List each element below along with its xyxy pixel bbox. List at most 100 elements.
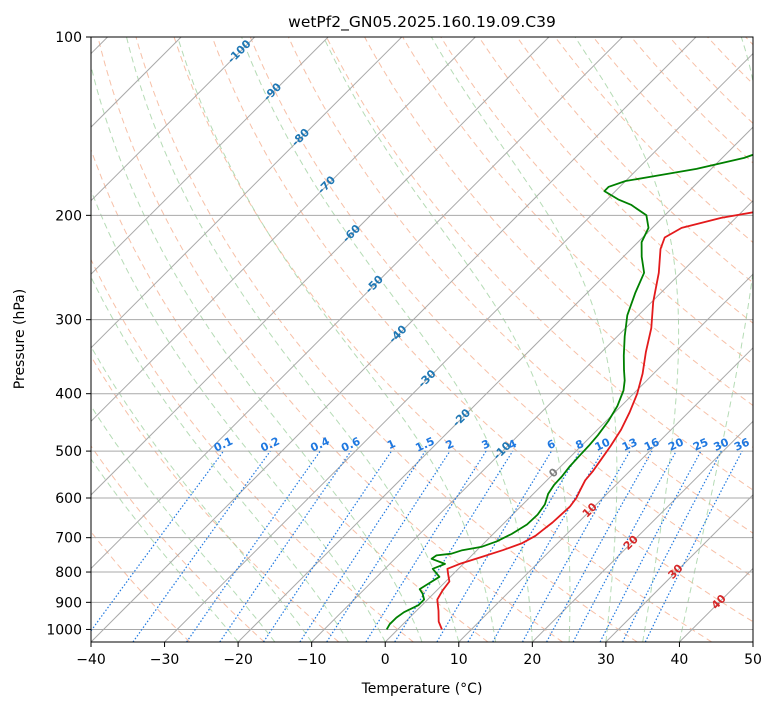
moist-adiabat — [430, 37, 618, 642]
dry-adiabat — [516, 37, 753, 284]
dry-adiabat — [592, 37, 753, 204]
mixing-ratio-label: 3 — [480, 437, 492, 452]
isotherm — [311, 199, 753, 642]
y-axis-label: Pressure (hPa) — [12, 289, 28, 389]
isotherm-label: 0 — [546, 465, 561, 480]
x-tick-label: 10 — [450, 652, 468, 668]
isotherms — [91, 37, 753, 642]
mixing-ratio-label: 36 — [732, 435, 752, 453]
moist-adiabat — [91, 345, 313, 642]
dry-adiabat — [630, 37, 753, 164]
moist-adiabat — [126, 37, 460, 642]
dry-adiabat — [91, 148, 489, 642]
mixing-ratio-label: 30 — [711, 435, 731, 453]
dry-adiabat — [402, 37, 753, 407]
y-tick-label: 100 — [55, 30, 82, 46]
mixing-ratio-label: 2 — [444, 437, 456, 452]
mixing-ratio-line — [644, 450, 743, 642]
x-tick-label: 20 — [523, 652, 541, 668]
plot-frame — [90, 36, 754, 643]
mixing-ratio-line — [394, 450, 514, 642]
plot-area — [91, 37, 753, 642]
mixing-ratio-label: 0.6 — [339, 435, 362, 455]
mixing-ratio-line — [521, 450, 631, 642]
moist-adiabat — [91, 275, 349, 642]
isotherm-label: -60 — [340, 222, 363, 245]
isotherm-label: -50 — [363, 273, 386, 296]
mixing-ratio-line — [436, 450, 553, 642]
y-tick-label: 700 — [55, 531, 82, 547]
mixing-ratio-label: 0.2 — [259, 435, 282, 455]
dry-adiabat — [91, 531, 191, 642]
mixing-ratio-line — [599, 450, 702, 642]
x-tick-label: 30 — [597, 652, 615, 668]
isotherm — [91, 37, 550, 496]
dry-adiabat — [287, 37, 753, 534]
dry-adiabat — [326, 37, 753, 491]
moist-adiabat — [177, 37, 497, 642]
mixing-ratio-label: 20 — [666, 435, 686, 453]
moist-adiabat — [241, 37, 533, 642]
isotherm — [91, 37, 476, 423]
mixing-ratio-line — [572, 450, 677, 642]
isotherm — [458, 347, 753, 642]
mixing-ratio-label: 10 — [593, 435, 613, 453]
isotherm — [91, 37, 697, 642]
moist-adiabat — [91, 458, 239, 642]
x-tick-label: −30 — [150, 652, 180, 668]
y-axis-ticks: 1000 900 800 700 600 500 400 300 200 100 — [46, 30, 91, 638]
isotherm — [91, 37, 403, 349]
dry-adiabat — [173, 37, 713, 642]
mixing-ratio-label: 25 — [691, 436, 710, 454]
dry-adiabat — [745, 37, 753, 46]
x-axis-ticks: −40 −30 −20 −10 0 10 20 30 40 50 — [76, 642, 762, 668]
mixing-ratio-label: 13 — [620, 436, 639, 454]
isotherm — [91, 37, 256, 202]
y-tick-label: 800 — [55, 565, 82, 581]
y-tick-label: 1000 — [46, 622, 82, 638]
y-tick-label: 900 — [55, 595, 82, 611]
mixing-ratio-lines — [91, 450, 743, 642]
dry-adiabats — [91, 37, 753, 642]
isotherm — [531, 420, 753, 642]
mixing-ratio-line — [365, 450, 487, 642]
moist-adiabat — [91, 188, 386, 642]
mixing-ratio-line — [262, 450, 392, 642]
x-tick-label: 0 — [381, 652, 390, 668]
mixing-ratio-line — [186, 450, 321, 642]
moist-adiabat — [323, 37, 571, 642]
y-tick-label: 500 — [55, 444, 82, 460]
dry-adiabat — [91, 258, 414, 642]
mixing-ratio-line — [326, 450, 451, 642]
dry-adiabat — [554, 37, 753, 244]
dry-adiabat — [707, 37, 753, 85]
mixing-ratio-line — [91, 450, 224, 632]
isotherm — [91, 37, 329, 275]
isotherm-label: 10 — [580, 500, 600, 520]
mixing-ratio-line — [132, 450, 271, 642]
moist-adiabat — [678, 37, 753, 642]
dry-adiabat — [478, 37, 753, 324]
x-axis-label: Temperature (°C) — [361, 681, 483, 697]
mixing-ratio-label: 1 — [385, 437, 397, 452]
mixing-ratio-label: 0.4 — [308, 434, 331, 454]
y-tick-label: 300 — [55, 313, 82, 329]
isotherm — [164, 52, 753, 642]
mixing-ratio-line — [546, 450, 653, 642]
mixing-ratio-line — [219, 450, 352, 642]
x-tick-label: 40 — [671, 652, 689, 668]
x-tick-label: −20 — [223, 652, 253, 668]
dewpoint-line — [385, 153, 753, 630]
isotherm-label: -30 — [415, 367, 438, 390]
isotherm — [752, 641, 753, 642]
y-tick-label: 200 — [55, 208, 82, 224]
x-tick-label: −40 — [76, 652, 106, 668]
mixing-ratio-label: 0.1 — [212, 435, 235, 455]
dry-adiabat — [249, 37, 753, 578]
dry-adiabat — [211, 37, 753, 623]
isotherm — [237, 126, 753, 642]
moist-adiabat — [574, 37, 680, 642]
dry-adiabat — [669, 37, 753, 125]
moist-adiabats — [91, 37, 753, 642]
